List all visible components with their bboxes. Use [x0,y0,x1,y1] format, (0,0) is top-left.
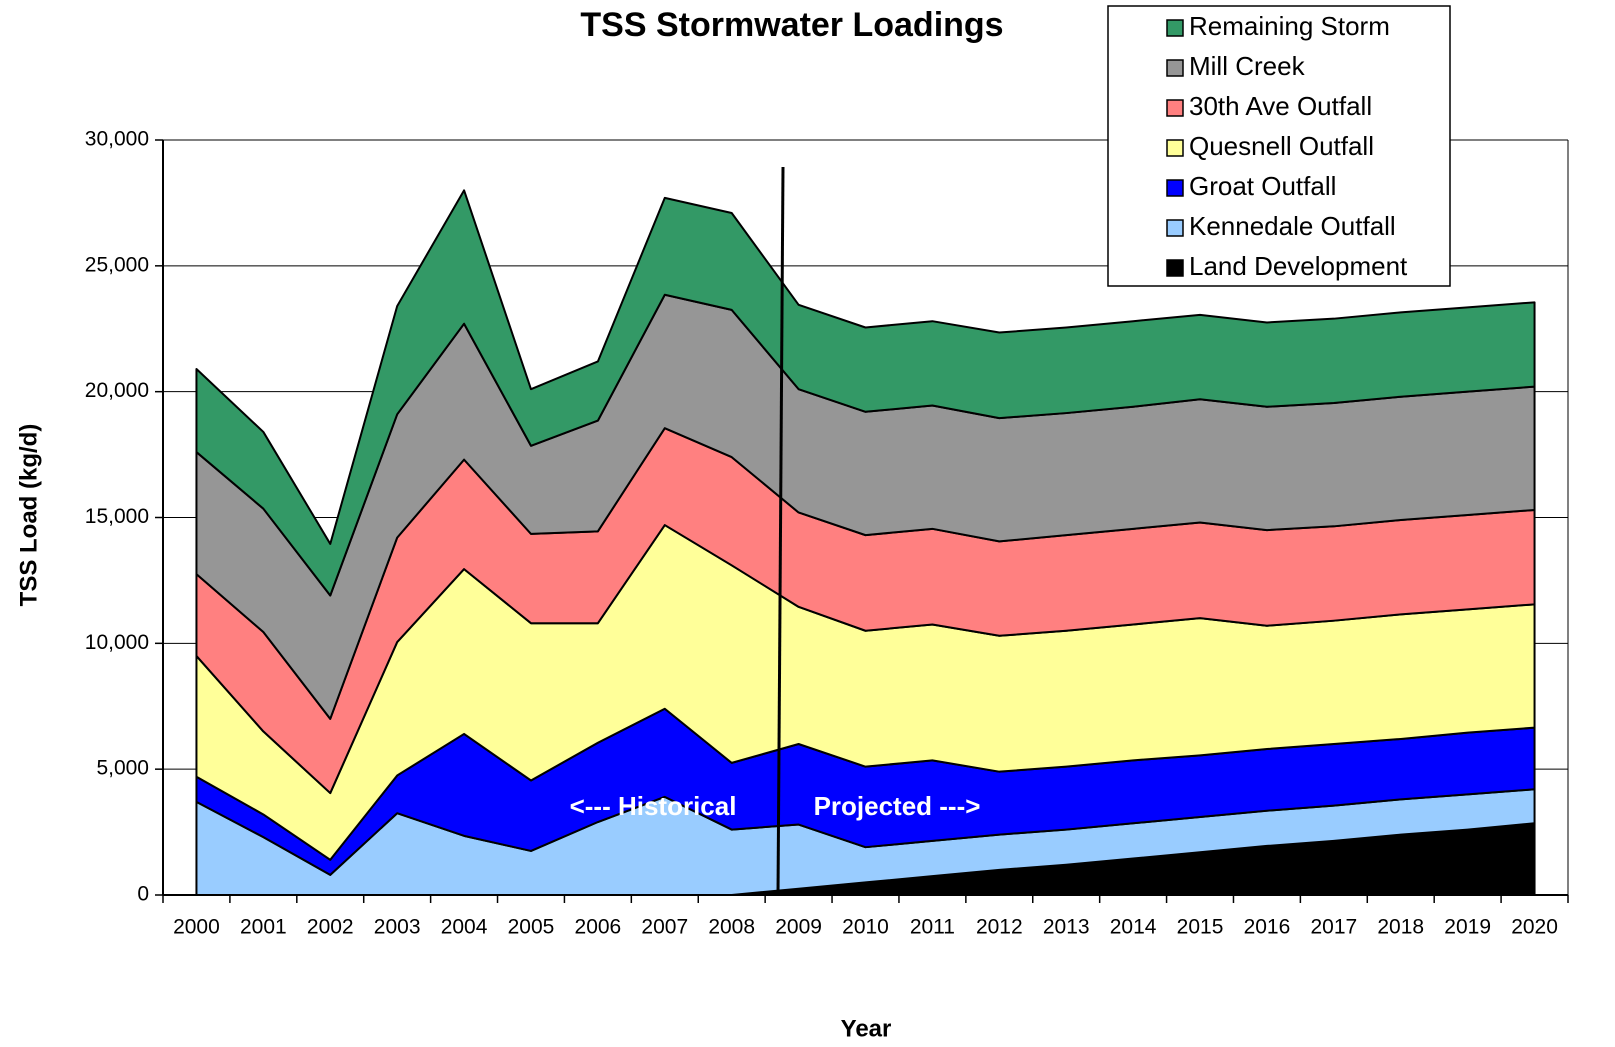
legend-swatch [1166,219,1184,237]
axes: 0 5,000 10,000 15,000 20,000 25,000 30,000 2000… [85,128,1569,939]
area [195,189,1536,597]
y-tick-label: 25,000 [85,253,149,276]
x-tick-label: 2008 [708,916,755,939]
x-tick-label: 2016 [1244,916,1291,939]
annotation: Projected ---> [814,791,981,821]
legend-swatch [1166,99,1184,117]
x-tick-label: 2019 [1444,916,1491,939]
legend-swatch [1166,59,1184,77]
x-tick-label: 2004 [441,916,488,939]
x-tick-label: 2014 [1110,916,1157,939]
x-tick-label: 2012 [976,916,1023,939]
x-tick-label: 2011 [910,916,955,939]
y-tick-label: 0 [137,883,149,906]
x-tick-label: 2009 [775,916,822,939]
legend-label: Mill Creek [1189,51,1306,81]
y-tick-label: 15,000 [85,505,149,528]
x-tick-label: 2006 [575,916,622,939]
x-axis-title: Year [841,1015,892,1042]
legend-swatch [1166,259,1184,277]
y-tick-label: 10,000 [85,631,149,654]
legend-swatch [1166,139,1184,157]
legend-box [1107,5,1451,287]
x-tick-label: 2010 [842,916,889,939]
x-tick-label: 2003 [374,916,421,939]
areas [195,189,1536,896]
legend-label: Remaining Storm [1189,11,1390,41]
x-tick-label: 2007 [641,916,688,939]
y-tick-label: 20,000 [85,379,149,402]
legend-label: 30th Ave Outfall [1189,91,1372,121]
legend-label: Quesnell Outfall [1189,131,1374,161]
annotation: <--- Historical [570,791,737,821]
chart-title: TSS Stormwater Loadings [580,6,1003,44]
legend-swatch [1166,179,1184,197]
x-tick-label: 2017 [1310,916,1357,939]
x-tick-label: 2000 [173,916,220,939]
x-tick-label: 2020 [1511,916,1558,939]
x-tick-label: 2001 [240,916,287,939]
legend-label: Land Development [1189,251,1408,281]
legend-swatch [1166,19,1184,37]
legend-label: Kennedale Outfall [1189,211,1396,241]
legend: Remaining Storm Mill Creek 30th Ave Outfal… [1107,5,1451,287]
x-tick-label: 2013 [1043,916,1090,939]
y-tick-label: 30,000 [85,128,149,151]
y-tick-label: 5,000 [96,757,149,780]
x-tick-label: 2005 [508,916,555,939]
x-tick-label: 2015 [1177,916,1224,939]
x-tick-label: 2018 [1377,916,1424,939]
y-axis-title: TSS Load (kg/d) [15,424,42,607]
divider-line [776,166,785,896]
x-tick-label: 2002 [307,916,354,939]
legend-label: Groat Outfall [1189,171,1336,201]
